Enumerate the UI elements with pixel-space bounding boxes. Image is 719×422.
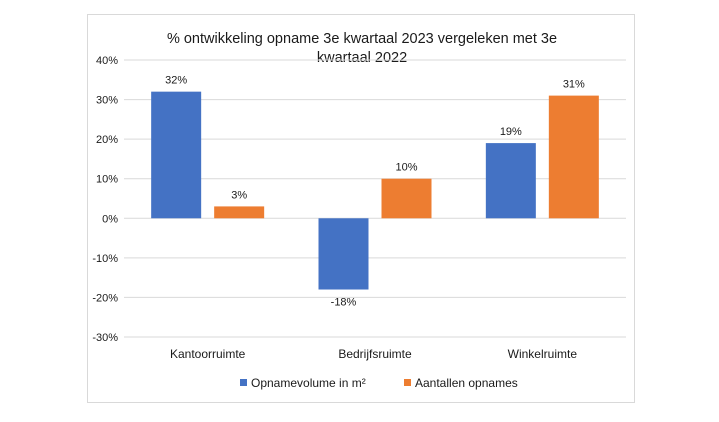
data-label: 10% (395, 162, 417, 174)
data-label: 3% (231, 189, 247, 201)
data-label: 32% (165, 75, 187, 87)
data-label: -18% (331, 297, 357, 309)
bar-aantallen-winkelruimte (548, 95, 599, 219)
bar-aantallen-bedrijfsruimte (381, 178, 432, 219)
gridlines (124, 59, 626, 338)
y-tick-label: 20% (96, 134, 118, 146)
legend-label: Aantallen opnames (415, 376, 518, 390)
legend-swatch (240, 379, 247, 386)
chart-title-line-1: % ontwikkeling opname 3e kwartaal 2023 v… (167, 31, 557, 47)
chart-title-line-2: kwartaal 2022 (317, 50, 407, 66)
bar-opnamevolume-winkelruimte (485, 143, 536, 219)
y-tick-label: 30% (96, 95, 118, 107)
x-axis-categories: Kantoorruimte Bedrijfsruimte Winkelruimte (170, 347, 577, 361)
bar-opnamevolume-bedrijfsruimte (318, 218, 369, 290)
legend-label: Opnamevolume in m² (251, 376, 366, 390)
y-tick-label: 40% (96, 55, 118, 67)
y-axis-ticks: 40% 30% 20% 10% 0% -10% -20% -30% (92, 55, 118, 344)
bar-opnamevolume-kantoorruimte (151, 91, 202, 219)
category-label: Kantoorruimte (170, 347, 246, 361)
y-tick-label: -30% (92, 332, 118, 344)
legend: Opnamevolume in m² Aantallen opnames (240, 376, 518, 390)
data-label: 31% (563, 79, 585, 91)
bars (151, 91, 599, 290)
category-label: Winkelruimte (508, 347, 578, 361)
y-tick-label: -10% (92, 253, 118, 265)
y-tick-label: 0% (102, 213, 118, 225)
data-label: 19% (500, 126, 522, 138)
legend-swatch (404, 379, 411, 386)
bar-aantallen-kantoorruimte (214, 206, 265, 219)
category-label: Bedrijfsruimte (338, 347, 412, 361)
y-tick-label: 10% (96, 174, 118, 186)
data-labels: 32% 3% -18% 10% 19% 31% (165, 75, 585, 309)
y-tick-label: -20% (92, 292, 118, 304)
